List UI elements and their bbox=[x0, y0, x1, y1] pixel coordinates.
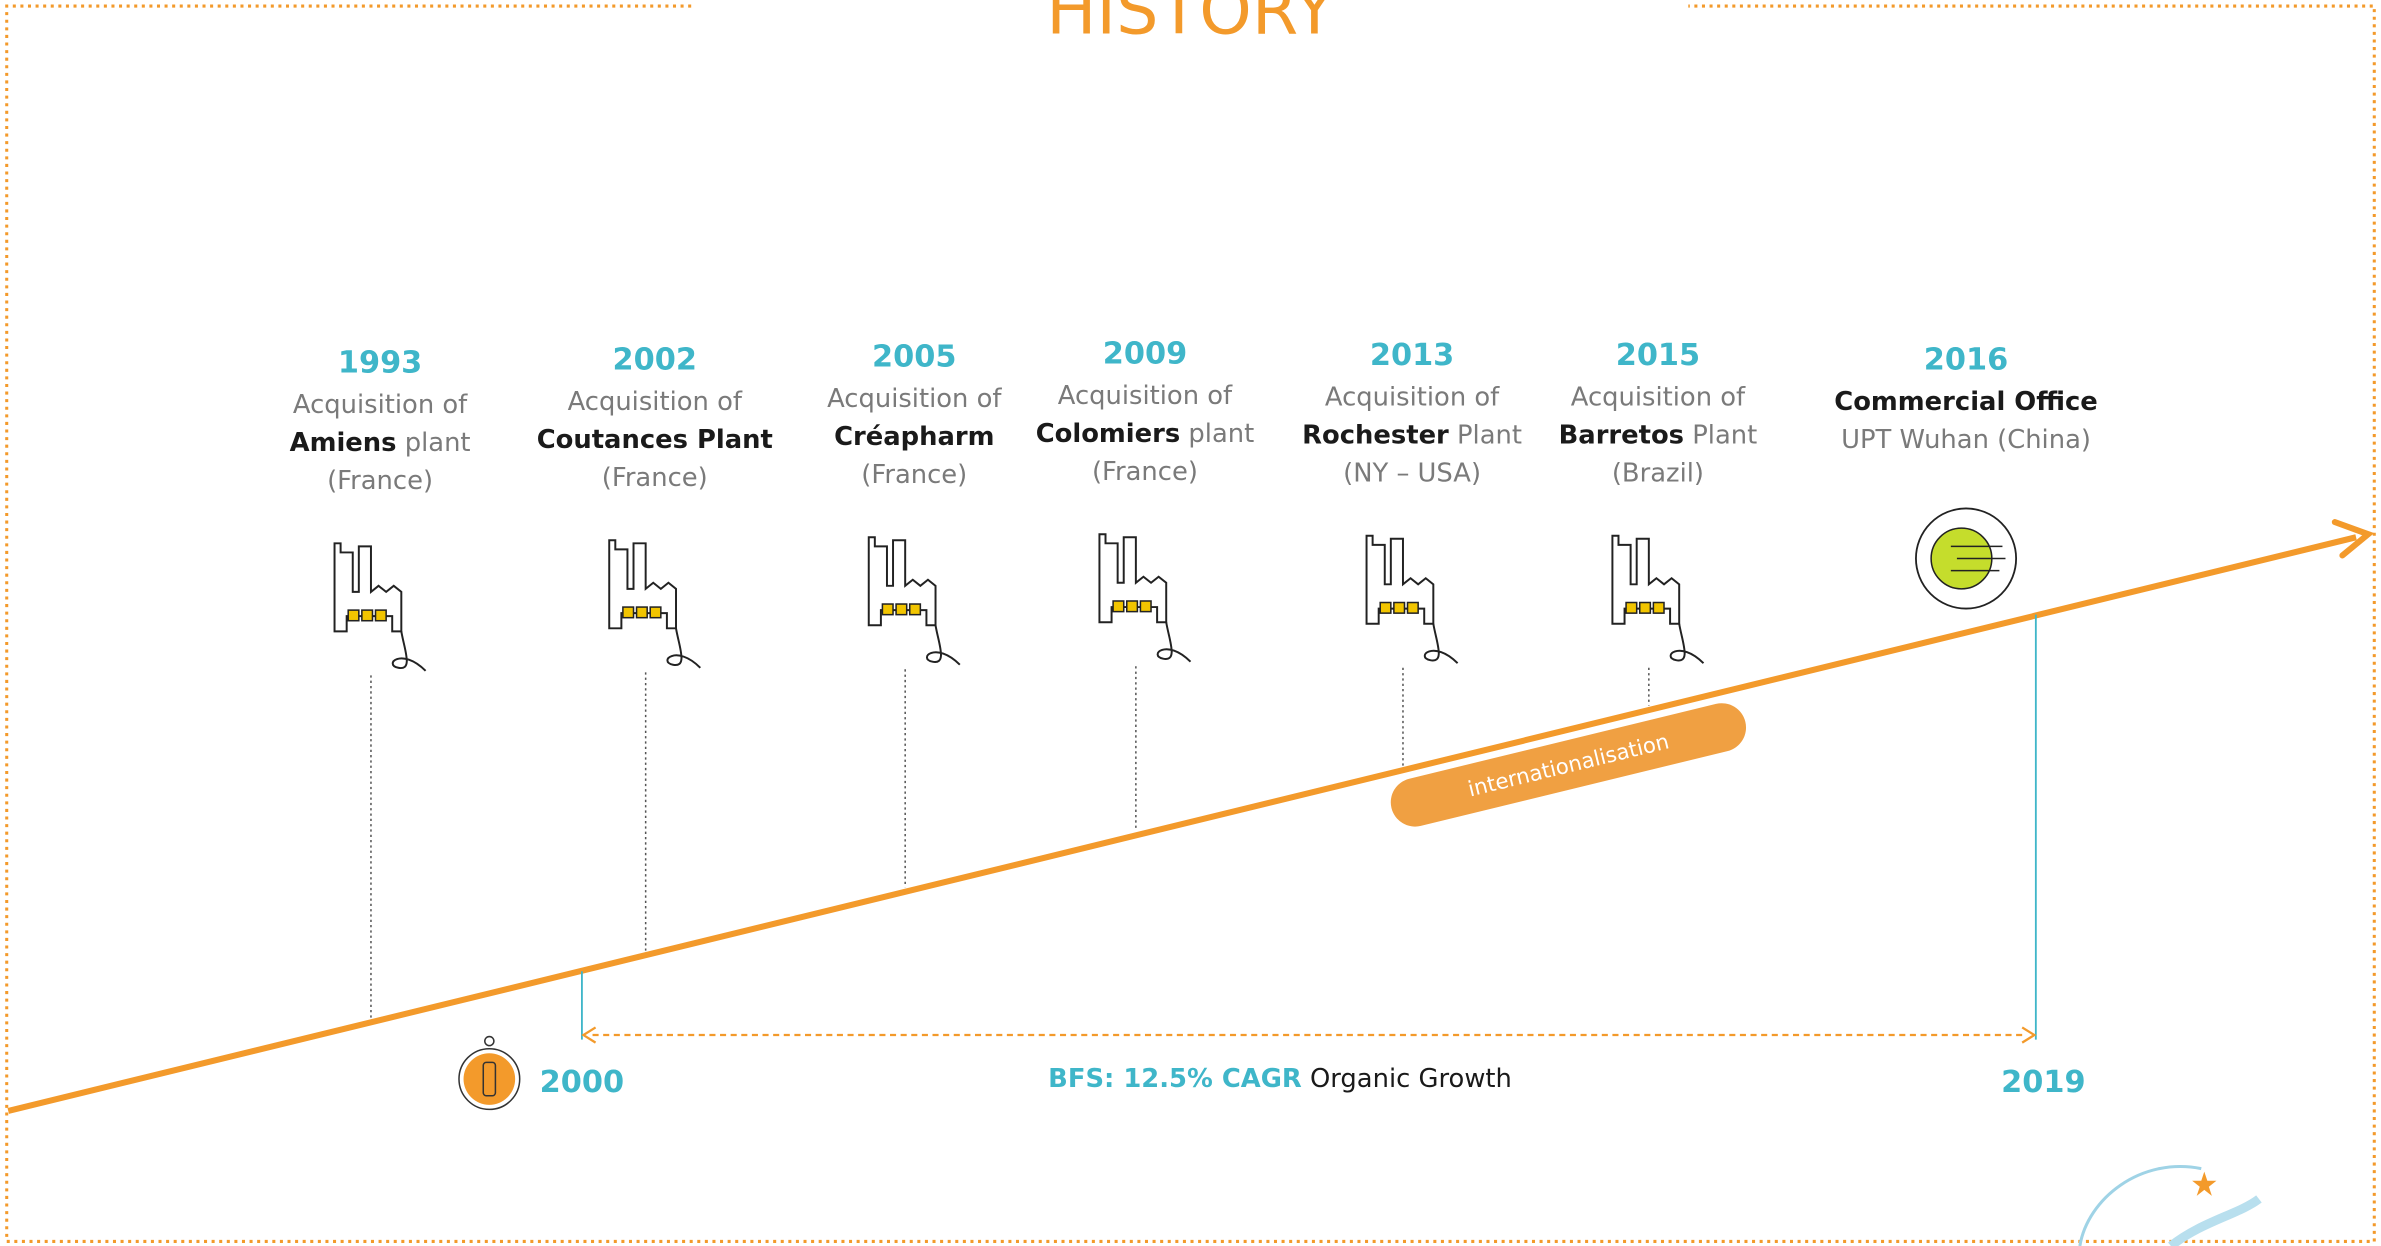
event-line: (France) bbox=[861, 460, 967, 490]
event-text: (France) bbox=[327, 466, 433, 496]
factory-window bbox=[1125, 600, 1139, 613]
factory-window bbox=[649, 606, 662, 619]
event-year: 2015 bbox=[1616, 338, 1700, 373]
factory-window bbox=[374, 609, 387, 622]
factory-icon bbox=[333, 542, 427, 672]
event-text: Amiens bbox=[290, 428, 397, 458]
event-text: (Brazil) bbox=[1612, 458, 1704, 488]
event-text: (NY – USA) bbox=[1343, 458, 1481, 488]
factory-window bbox=[347, 609, 360, 622]
event-text: Acquisition of bbox=[1325, 382, 1500, 412]
event-year: 2009 bbox=[1103, 337, 1187, 372]
event-text: plant bbox=[397, 428, 471, 458]
event-line: Acquisition of bbox=[1058, 381, 1233, 411]
event-text: Acquisition of bbox=[1571, 382, 1746, 412]
event-text: (France) bbox=[602, 463, 708, 493]
event-text: Rochester bbox=[1302, 420, 1449, 450]
factory-tail bbox=[1423, 623, 1459, 664]
event-text: Colomiers bbox=[1036, 419, 1181, 449]
event-text: Plant bbox=[1684, 420, 1757, 450]
factory-tail bbox=[1669, 623, 1705, 664]
event-line: Barretos Plant bbox=[1559, 420, 1758, 450]
factory-window bbox=[1139, 600, 1152, 613]
factory-window bbox=[635, 606, 648, 619]
event-text: (France) bbox=[861, 460, 967, 490]
growth-highlight: BFS: 12.5% CAGR bbox=[1048, 1064, 1302, 1094]
factory-window bbox=[908, 603, 922, 616]
factory-window bbox=[1379, 601, 1392, 614]
event-line: UPT Wuhan (China) bbox=[1841, 425, 2091, 455]
event-line: Acquisition of bbox=[293, 390, 468, 420]
factory-window bbox=[1393, 601, 1406, 614]
event-year: 2013 bbox=[1370, 338, 1454, 373]
event-text: Barretos bbox=[1559, 420, 1684, 450]
event-line: Acquisition of bbox=[827, 384, 1002, 414]
span-arrows bbox=[581, 1026, 2037, 1044]
event-text: Acquisition of bbox=[827, 384, 1002, 414]
factory-icon bbox=[1611, 534, 1705, 664]
event-line: Acquisition of bbox=[568, 387, 743, 417]
events: 1993 Acquisition of Amiens plant (France) 20… bbox=[290, 337, 2098, 1018]
vial-icon bbox=[458, 1035, 521, 1111]
factory-window bbox=[1652, 601, 1665, 614]
growth-text: Organic Growth bbox=[1310, 1064, 1512, 1094]
logo bbox=[2078, 1165, 2262, 1246]
factory-tail bbox=[391, 631, 427, 672]
event-text: Commercial Office bbox=[1834, 387, 2098, 417]
event-text: plant bbox=[1180, 419, 1254, 449]
factory-window bbox=[1112, 600, 1125, 613]
event-text: Acquisition of bbox=[293, 390, 468, 420]
event-line: Créapharm bbox=[834, 422, 994, 452]
event-text: Plant bbox=[1449, 420, 1522, 450]
event-line: (NY – USA) bbox=[1343, 458, 1481, 488]
end-year: 2019 bbox=[2001, 1065, 2085, 1100]
start-year: 2000 bbox=[540, 1065, 624, 1100]
event-line: Acquisition of bbox=[1325, 382, 1500, 412]
factory-icon bbox=[867, 536, 961, 666]
factory-tail bbox=[1156, 622, 1192, 663]
event-text: Créapharm bbox=[834, 422, 994, 452]
factory-icon bbox=[1365, 534, 1459, 664]
event-text: UPT Wuhan (China) bbox=[1841, 425, 2091, 455]
arrow-head bbox=[2331, 519, 2375, 559]
factory-window bbox=[1625, 601, 1638, 614]
event-line: Amiens plant bbox=[290, 428, 471, 458]
event-line: (France) bbox=[1092, 456, 1198, 486]
event-line: Colomiers plant bbox=[1036, 419, 1255, 449]
factory-window bbox=[895, 603, 908, 616]
event-year: 2002 bbox=[613, 343, 697, 378]
pill: internationalisation bbox=[1390, 703, 1747, 827]
event-line: (Brazil) bbox=[1612, 458, 1704, 488]
globe-arrows bbox=[1950, 545, 2006, 572]
growth-arrow bbox=[7, 534, 2357, 1114]
factory-tail bbox=[926, 625, 961, 666]
event-text: (France) bbox=[1092, 456, 1198, 486]
event-year: 1993 bbox=[338, 346, 422, 381]
event-year: 2016 bbox=[1924, 343, 2008, 378]
growth-label: BFS: 12.5% CAGR Organic Growth bbox=[1048, 1064, 1512, 1094]
event-line: Coutances Plant bbox=[537, 425, 773, 455]
factory-window bbox=[881, 603, 894, 616]
factory-tail bbox=[666, 628, 701, 669]
title: HISTORY bbox=[1046, 0, 1335, 50]
event-line: Commercial Office bbox=[1834, 387, 2098, 417]
event-line: Acquisition of bbox=[1571, 382, 1746, 412]
factory-window bbox=[361, 609, 374, 622]
event-text: Acquisition of bbox=[568, 387, 743, 417]
frame bbox=[5, 4, 2376, 1243]
factory-icon bbox=[1098, 533, 1192, 663]
event-text: Acquisition of bbox=[1058, 381, 1233, 411]
factory-window bbox=[1406, 601, 1419, 614]
event-text: Coutances Plant bbox=[537, 425, 773, 455]
event-line: (France) bbox=[327, 466, 433, 496]
factory-icon bbox=[608, 539, 701, 669]
factory-window bbox=[1638, 601, 1652, 614]
factory-window bbox=[622, 606, 635, 619]
event-year: 2005 bbox=[872, 340, 956, 375]
event-line: Rochester Plant bbox=[1302, 420, 1522, 450]
event-line: (France) bbox=[602, 463, 708, 493]
